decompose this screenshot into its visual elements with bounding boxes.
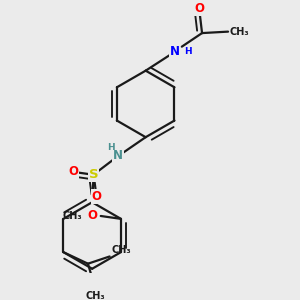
Text: CH₃: CH₃ [85,291,105,300]
Text: CH₃: CH₃ [111,245,131,255]
Text: O: O [68,165,78,178]
Text: CH₃: CH₃ [230,27,249,37]
Text: O: O [92,190,101,203]
Text: O: O [194,2,204,15]
Text: S: S [89,168,98,181]
Text: N: N [113,149,123,163]
Text: O: O [87,209,97,223]
Text: H: H [184,47,192,56]
Text: H: H [107,142,115,152]
Text: N: N [169,45,180,58]
Text: CH₃: CH₃ [62,211,82,221]
